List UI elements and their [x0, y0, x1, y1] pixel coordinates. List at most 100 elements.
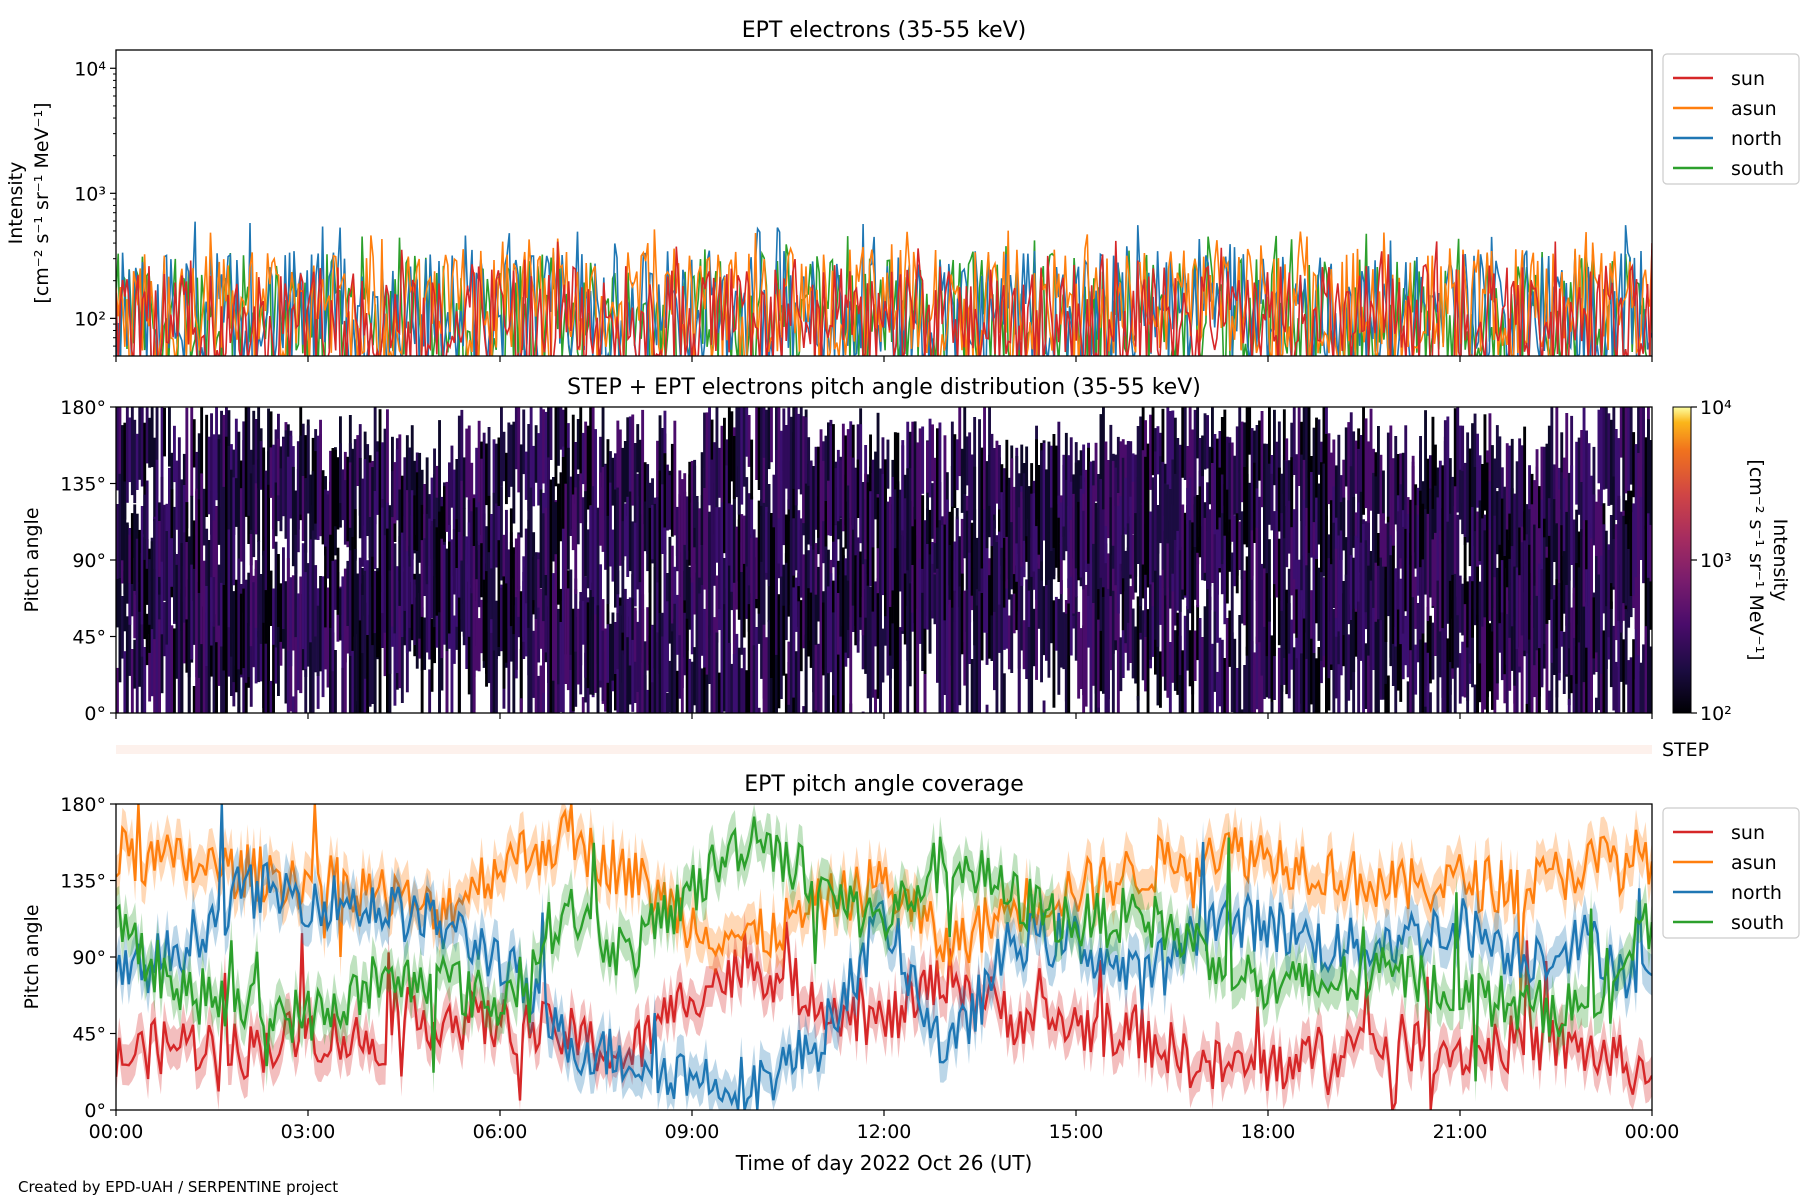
- pad-cell: [1614, 549, 1618, 640]
- pad-cell: [1134, 513, 1138, 577]
- pad-cell: [1216, 529, 1219, 643]
- pad-cell: [254, 483, 258, 535]
- pad-cell: [851, 457, 855, 530]
- pad-cell: [1030, 576, 1034, 713]
- x-tick-label: 03:00: [281, 1121, 336, 1143]
- pad-cell: [1146, 609, 1150, 713]
- pad-cell: [621, 650, 625, 713]
- pad-cell: [1208, 596, 1212, 713]
- pad-cell: [185, 586, 189, 673]
- pad-cell: [121, 448, 124, 561]
- credit-text: Created by EPD-UAH / SERPENTINE project: [18, 1178, 339, 1196]
- pad-cell: [936, 496, 939, 569]
- pad-cell: [1282, 460, 1286, 555]
- pad-cell: [539, 407, 543, 497]
- pad-cell: [366, 560, 370, 635]
- pad-cell: [1168, 411, 1172, 521]
- pad-cell: [804, 409, 808, 713]
- pad-cell: [1171, 410, 1175, 480]
- pad-cell: [623, 503, 627, 557]
- pad-cell: [192, 419, 196, 468]
- pad-cell: [197, 582, 201, 681]
- pad-cell: [1424, 642, 1427, 713]
- pad-cell: [398, 579, 402, 689]
- pad-cell: [1352, 497, 1356, 548]
- pad-cell: [1384, 566, 1388, 642]
- pad-cell: [249, 626, 253, 707]
- pad-cell: [1248, 482, 1252, 559]
- pad-cell: [990, 563, 994, 616]
- pad-cell: [182, 453, 186, 514]
- pad-cell: [1461, 583, 1465, 636]
- pad-cell: [1119, 637, 1123, 692]
- pad-cell: [1426, 606, 1430, 686]
- pad-cell: [239, 488, 243, 562]
- pad-cell: [807, 463, 811, 545]
- pad-cell: [158, 619, 161, 713]
- pad-cell: [1290, 619, 1294, 670]
- intensity-ylabel-line2: [cm⁻² s⁻¹ sr⁻¹ MeV⁻¹]: [31, 102, 53, 303]
- pad-cell: [757, 407, 761, 490]
- pad-cell: [324, 489, 327, 556]
- pad-cell: [316, 605, 320, 676]
- pad-cell: [371, 556, 375, 646]
- pad-cell: [628, 597, 632, 666]
- pad-cell: [1550, 599, 1554, 663]
- pad-cell: [718, 672, 721, 713]
- pad-cell: [797, 572, 801, 627]
- pad-cell: [1565, 585, 1569, 675]
- pad-cell: [839, 460, 843, 517]
- pad-cell: [234, 579, 238, 693]
- pad-cell: [1602, 630, 1606, 713]
- pad-cell: [832, 612, 835, 696]
- pad-cell: [1173, 473, 1177, 540]
- pad-cell: [455, 568, 459, 627]
- pad-cell: [405, 435, 409, 541]
- pad-cell: [1441, 547, 1445, 713]
- pad-cell: [180, 543, 184, 631]
- pad-cell: [366, 444, 370, 536]
- pad-cell: [1102, 407, 1105, 512]
- pad-cell: [217, 604, 221, 686]
- pad-cell: [658, 509, 662, 613]
- pad-cell: [1307, 407, 1311, 478]
- pad-cell: [1087, 543, 1090, 596]
- pad-cell: [180, 588, 184, 713]
- pad-cell: [740, 542, 744, 655]
- pad-cell: [1176, 530, 1180, 604]
- colorbar-tick-label: 10⁴: [1700, 397, 1732, 419]
- pad-cell: [1020, 491, 1024, 567]
- pad-cell: [903, 536, 907, 645]
- pad-cell: [279, 468, 283, 532]
- intensity-series: [116, 221, 1652, 356]
- pad-cell: [145, 407, 149, 464]
- pad-cell: [1082, 510, 1086, 590]
- pad-cell: [284, 581, 288, 704]
- pad-cell: [727, 450, 731, 713]
- step-strip: [116, 745, 1652, 754]
- pad-cell: [1530, 504, 1534, 713]
- pad-cell: [116, 504, 119, 579]
- pad-cell: [1580, 529, 1584, 713]
- pad-cell: [539, 489, 543, 588]
- pad-cell: [787, 407, 791, 510]
- pad-cell: [1243, 665, 1247, 713]
- pad-cell: [614, 622, 617, 674]
- pad-cell: [779, 462, 783, 577]
- pad-cell: [1478, 500, 1482, 562]
- coverage-band-asun: [116, 804, 1652, 1015]
- pad-cell: [995, 440, 999, 504]
- pad-cell: [514, 553, 518, 670]
- pad-cell: [1334, 548, 1338, 618]
- pad-cell: [1575, 509, 1579, 586]
- pad-cell: [683, 491, 687, 601]
- pad-cell: [492, 540, 496, 651]
- pad-cell: [1575, 563, 1579, 684]
- pad-cell: [1329, 452, 1333, 509]
- pad-cell: [1238, 470, 1242, 521]
- pad-cell: [1002, 581, 1006, 650]
- pad-cell: [155, 459, 159, 713]
- pad-cell: [190, 564, 194, 660]
- pad-cell: [428, 565, 432, 660]
- pad-cell: [552, 477, 555, 562]
